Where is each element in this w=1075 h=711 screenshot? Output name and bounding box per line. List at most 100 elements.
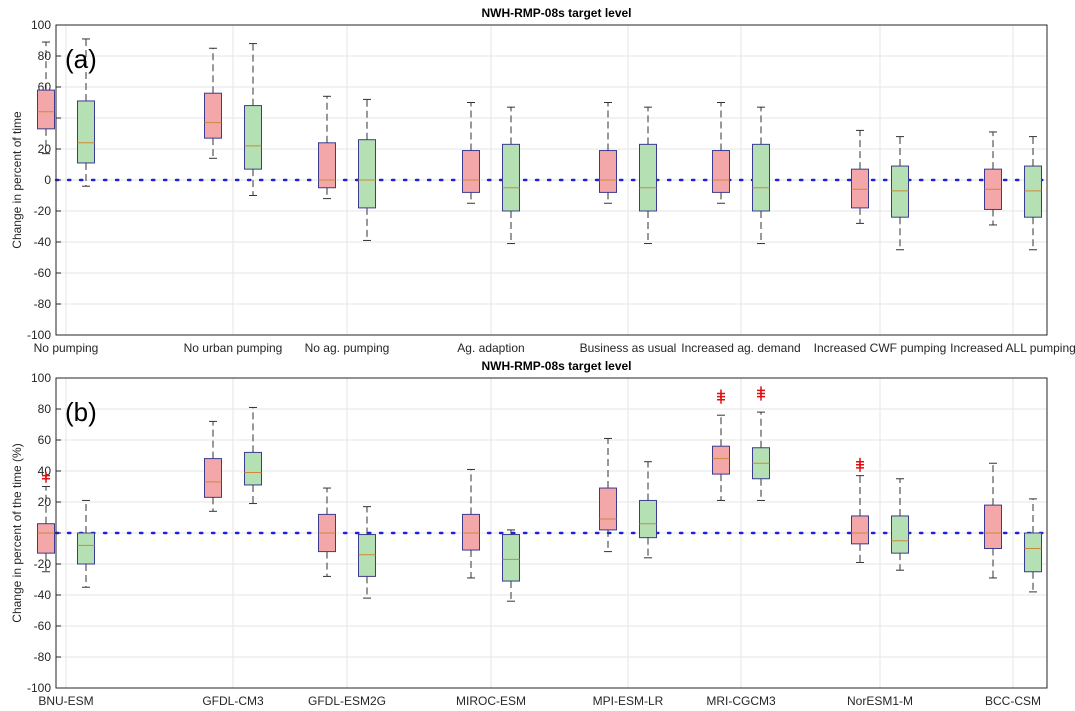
box-body [37,523,55,554]
box-red-1 [37,41,55,155]
box-body [712,150,730,193]
y-tick-label: 100 [31,371,51,385]
box-red-2 [204,47,222,159]
box-body [204,458,222,498]
x-tick-label: BCC-CSM [985,694,1041,706]
axes-frame [55,24,1048,336]
box-red-6 [712,102,730,204]
y-tick-label: -60 [34,266,52,280]
panel-b: 100806040200-20-40-60-80-100BNU-ESMGFDL-… [10,359,1049,708]
x-tick-label: Increased ALL pumping [950,341,1075,355]
y-axis-label: Change in percent of the time (%) [10,443,24,622]
box-green-5 [639,106,657,245]
box-body [358,139,376,209]
y-tick-label: -40 [34,588,52,602]
box-body [318,142,336,189]
box-body [502,534,520,582]
box-red-3 [318,487,336,577]
axes-frame [55,377,1048,689]
panel-label: (b) [65,397,97,427]
box-body [984,504,1002,550]
y-axis-label: Change in percent of time [10,111,24,249]
x-tick-label: No urban pumping [184,341,283,355]
box-red-8 [984,131,1002,226]
box-green-1 [77,499,95,588]
chart-title: NWH-RMP-08s target level [481,6,631,20]
box-green-6 [752,386,770,501]
box-body [891,515,909,554]
box-green-7 [891,136,909,251]
box-body [1024,532,1042,573]
y-tick-label: 100 [31,18,51,32]
x-tick-label: No ag. pumping [305,341,390,355]
box-body [599,150,617,193]
box-red-2 [204,420,222,512]
box-green-4 [502,106,520,245]
y-tick-label: 20 [38,495,52,509]
box-green-6 [752,106,770,245]
box-body [502,143,520,212]
box-body [77,100,95,164]
y-tick-label: 0 [44,173,51,187]
box-green-4 [502,529,520,602]
y-tick-label: 80 [38,49,52,63]
x-tick-label: Increased ag. demand [681,341,800,355]
y-tick-label: -40 [34,235,52,249]
y-tick-label: -100 [27,681,51,695]
x-tick-label: MRI-CGCM3 [706,694,776,706]
box-red-3 [318,95,336,200]
box-body [244,105,262,170]
y-tick-label: -60 [34,619,52,633]
box-body [851,515,869,545]
outlier-marker [856,457,864,466]
box-red-5 [599,437,617,553]
box-body [639,143,657,212]
x-tick-label: No pumping [34,341,99,355]
x-tick-label: Business as usual [580,341,677,355]
box-body [462,150,480,193]
box-body [244,451,262,486]
y-tick-label: -80 [34,650,52,664]
box-body [462,513,480,551]
box-body [712,445,730,475]
box-red-7 [851,129,869,224]
box-body [1024,165,1042,218]
box-body [204,92,222,139]
box-body [851,168,869,209]
box-green-3 [358,506,376,599]
box-body [891,165,909,218]
box-red-5 [599,102,617,204]
x-tick-label: GFDL-ESM2G [308,694,386,706]
box-red-8 [984,462,1002,579]
panel-label: (a) [65,44,97,74]
y-tick-label: -100 [27,328,51,342]
box-red-7 [851,457,869,563]
y-tick-label: 60 [38,433,52,447]
box-red-1 [37,471,55,573]
box-green-2 [244,406,262,505]
box-red-6 [712,389,730,501]
x-tick-label: BNU-ESM [38,694,93,706]
box-green-8 [1024,136,1042,251]
y-tick-label: -20 [34,557,52,571]
y-tick-label: 40 [38,464,52,478]
box-green-5 [639,461,657,559]
outlier-marker [717,389,725,398]
x-tick-label: MPI-ESM-LR [593,694,664,706]
box-red-4 [462,468,480,579]
y-tick-label: 80 [38,402,52,416]
y-tick-label: 20 [38,142,52,156]
x-tick-label: Increased CWF pumping [814,341,947,355]
x-tick-label: Ag. adaption [457,341,524,355]
box-body [639,499,657,539]
box-green-8 [1024,498,1042,593]
x-tick-label: MIROC-ESM [456,694,526,706]
box-body [599,487,617,531]
box-green-2 [244,43,262,196]
outlier-marker [42,471,50,480]
x-tick-label: NorESM1-M [847,694,913,706]
box-body [752,143,770,212]
